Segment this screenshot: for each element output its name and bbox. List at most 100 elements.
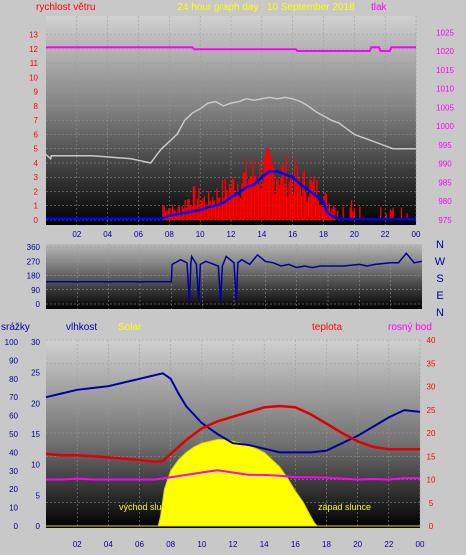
direction-tick-label: 90 <box>31 286 40 295</box>
pressure-tick-label: 985 <box>438 178 452 187</box>
wind-tick-label: 4 <box>34 159 39 168</box>
compass-label: S <box>436 273 443 285</box>
temperature-tick-label: 25 <box>427 406 436 415</box>
humidity-inner-tick-label: 0 <box>36 522 41 531</box>
direction-tick-label: 0 <box>36 300 41 309</box>
sunset-label: západ slunce <box>318 502 371 512</box>
dewpoint-axis-label: rosný bod <box>388 322 432 333</box>
wind-tick-label: 13 <box>29 31 38 40</box>
rain-tick-label: 20 <box>9 485 18 494</box>
wind-tick-label: 0 <box>34 216 39 225</box>
wind-tick-label: 8 <box>34 102 39 111</box>
humidity-inner-tick-label: 30 <box>31 338 40 347</box>
humidity-axis-label: vlhkost <box>66 322 97 333</box>
pressure-axis-label: tlak <box>371 2 388 13</box>
temperature-ticks: 0 5 10 15 20 25 30 35 40 <box>427 336 436 531</box>
pressure-tick-label: 1000 <box>436 122 454 131</box>
compass-label: N <box>436 307 444 319</box>
dewpoint-line <box>46 469 420 481</box>
top-time-ticks: 02 04 06 08 10 12 14 16 18 20 22 00 <box>72 230 421 239</box>
rain-tick-label: 80 <box>9 375 18 384</box>
pressure-tick-label: 995 <box>438 141 452 150</box>
pressure-line <box>46 46 416 52</box>
pressure-tick-label: 990 <box>438 160 452 169</box>
time-tick-label: 10 <box>197 540 206 549</box>
time-tick-label: 14 <box>257 230 266 239</box>
solar-axis-label: Solar <box>118 322 142 333</box>
temperature-tick-label: 30 <box>427 383 436 392</box>
pressure-tick-label: 1015 <box>436 66 454 75</box>
time-tick-label: 02 <box>72 230 81 239</box>
wind-avg-line <box>46 170 416 221</box>
pressure-tick-label: 1010 <box>436 85 454 94</box>
temperature-tick-label: 0 <box>429 522 434 531</box>
time-tick-label: 22 <box>381 230 390 239</box>
compass-label: E <box>436 290 443 302</box>
chart-title: 24 hour graph day : 10 September 2018 <box>177 2 355 13</box>
temperature-tick-label: 20 <box>427 429 436 438</box>
climate-panel: srážky vlhkost Solar teplota rosný bod 0… <box>1 322 436 549</box>
rain-ticks: 0 10 20 30 40 50 60 70 80 90 100 <box>5 338 19 531</box>
temperature-axis-label: teplota <box>312 322 342 333</box>
time-tick-label: 22 <box>384 540 393 549</box>
wind-tick-label: 7 <box>34 116 39 125</box>
temperature-line <box>45 404 420 464</box>
temperature-tick-label: 15 <box>427 452 436 461</box>
time-tick-label: 18 <box>322 540 331 549</box>
time-tick-label: 18 <box>319 230 328 239</box>
rain-tick-label: 50 <box>9 430 18 439</box>
wind-tick-label: 10 <box>29 73 38 82</box>
temperature-tick-label: 10 <box>427 476 436 485</box>
humidity-inner-tick-label: 20 <box>31 399 40 408</box>
time-tick-label: 08 <box>165 230 174 239</box>
time-tick-label: 16 <box>291 540 300 549</box>
pressure-tick-label: 1025 <box>436 28 454 37</box>
wind-tick-label: 6 <box>34 130 39 139</box>
compass-label: N <box>436 239 444 251</box>
wind-tick-label: 11 <box>30 59 39 68</box>
direction-tick-label: 270 <box>27 257 41 266</box>
time-tick-label: 16 <box>288 230 297 239</box>
compass-label: W <box>435 256 446 268</box>
time-tick-label: 04 <box>103 230 112 239</box>
humidity-inner-tick-label: 10 <box>31 461 40 470</box>
wind-tick-label: 2 <box>34 187 39 196</box>
rain-tick-label: 90 <box>9 356 18 365</box>
direction-ticks: 0 90 180 270 360 <box>27 243 41 309</box>
temperature-trace <box>45 96 416 164</box>
pressure-tick-label: 1020 <box>436 47 454 56</box>
rain-tick-label: 10 <box>9 504 18 513</box>
temperature-tick-label: 5 <box>429 499 434 508</box>
wind-pressure-panel: rychlost větru 24 hour graph day : 10 Se… <box>29 2 454 239</box>
temperature-tick-label: 35 <box>427 359 436 368</box>
time-tick-label: 06 <box>135 540 144 549</box>
sunrise-label: východ slu... <box>119 502 169 512</box>
wind-speed-axis-label: rychlost větru <box>36 2 95 13</box>
rain-tick-label: 0 <box>14 522 19 531</box>
rain-tick-label: 70 <box>9 393 18 402</box>
wind-tick-label: 12 <box>29 45 38 54</box>
temperature-tick-label: 40 <box>427 336 436 345</box>
humidity-inner-ticks: 0 5 10 15 20 25 30 <box>31 338 40 531</box>
humidity-inner-tick-label: 25 <box>31 369 40 378</box>
rain-tick-label: 100 <box>5 338 19 347</box>
time-tick-label: 06 <box>134 230 143 239</box>
time-tick-label: 00 <box>412 230 421 239</box>
wind-direction-line <box>46 252 423 302</box>
time-tick-label: 10 <box>196 230 205 239</box>
time-tick-label: 14 <box>260 540 269 549</box>
wind-tick-label: 3 <box>34 173 39 182</box>
pressure-tick-label: 1005 <box>436 103 454 112</box>
time-tick-label: 12 <box>229 540 238 549</box>
direction-tick-label: 360 <box>27 243 41 252</box>
rain-tick-label: 40 <box>9 448 18 457</box>
pressure-ticks: 975 980 985 990 995 1000 1005 1010 1015 1020 1025 <box>436 28 454 225</box>
bottom-time-ticks: 02 04 06 08 10 12 14 16 18 20 22 00 <box>73 540 425 549</box>
time-tick-label: 04 <box>104 540 113 549</box>
mid-grid <box>46 244 422 309</box>
rain-axis-label: srážky <box>1 322 30 333</box>
